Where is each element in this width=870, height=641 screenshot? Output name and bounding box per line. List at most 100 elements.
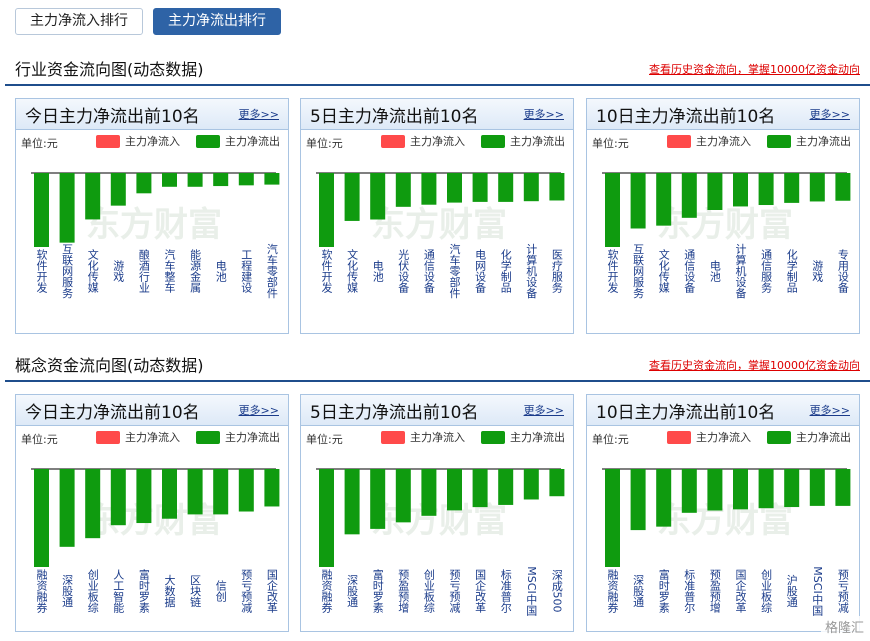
legend-outflow: 主力净流出 <box>767 133 851 149</box>
category-label: 人工智能 <box>112 569 125 614</box>
outflow-swatch <box>481 430 505 444</box>
corner-watermark: 格隆汇 <box>820 616 868 637</box>
category-label: 化学制品 <box>785 248 798 293</box>
category-label: 酿酒行业 <box>137 248 150 293</box>
bar-8 <box>213 173 229 187</box>
bar-7 <box>187 173 203 187</box>
category-label: 计算机设备 <box>525 243 538 299</box>
unit-label: 单位:元 <box>306 137 343 150</box>
outflow-bar-chart: 软件开发 文化传媒 电池 光伏设备 通信设备 汽车零部件 电网设备 化学制品 计算机设备 医疗服务 <box>316 172 565 299</box>
inflow-swatch <box>381 134 405 148</box>
chart-legend: 单位:元 主力净流入 主力净流出 <box>21 429 283 446</box>
category-label: 通信设备 <box>422 249 435 294</box>
category-label: 深成500 <box>550 569 563 612</box>
category-label: 深股通 <box>346 574 359 607</box>
category-label: 电池 <box>371 260 384 282</box>
category-label: 汽车零部件 <box>265 242 278 299</box>
chart-legend: 单位:元 主力净流入 主力净流出 <box>592 429 854 446</box>
unit-label: 单位:元 <box>21 137 58 150</box>
inflow-swatch <box>381 430 405 444</box>
category-label: 融资融券 <box>320 569 333 613</box>
category-label: 富时罗素 <box>371 568 384 613</box>
category-label: 深股通 <box>61 574 74 607</box>
bar-5 <box>136 173 152 194</box>
bar-10 <box>835 173 851 201</box>
category-label: 软件开发 <box>606 248 619 294</box>
history-flow-link[interactable]: 查看历史资金流向，掌握10000亿资金动向 <box>649 63 860 76</box>
bar-7 <box>758 173 774 206</box>
legend-inflow-label: 主力净流入 <box>410 135 465 148</box>
more-link[interactable]: 更多>> <box>238 404 279 417</box>
bar-9 <box>238 469 254 512</box>
bar-4 <box>395 173 411 207</box>
bar-7 <box>472 173 488 202</box>
brand-watermark: 东方财富 <box>371 205 507 245</box>
category-label: 计算机设备 <box>734 243 747 299</box>
category-label: 大数据 <box>163 573 176 608</box>
category-label: 能源金属 <box>189 248 202 294</box>
category-label: 融资融券 <box>35 569 48 613</box>
category-label: 互联网服务 <box>632 244 645 299</box>
brand-watermark: 东方财富 <box>86 205 222 245</box>
category-label: 深股通 <box>632 574 645 607</box>
industry-section-header: 行业资金流向图(动态数据) 查看历史资金流向，掌握10000亿资金动向 <box>15 56 870 84</box>
chart-legend: 单位:元 主力净流入 主力净流出 <box>306 133 568 150</box>
history-flow-link[interactable]: 查看历史资金流向，掌握10000亿资金动向 <box>649 359 860 372</box>
category-label: 创业板综 <box>86 569 99 614</box>
more-link[interactable]: 更多>> <box>238 108 279 121</box>
category-label: 文化传媒 <box>657 248 670 294</box>
more-link[interactable]: 更多>> <box>523 108 564 121</box>
more-link[interactable]: 更多>> <box>523 404 564 417</box>
category-label: 游戏 <box>811 260 824 283</box>
bar-1 <box>605 469 620 567</box>
bar-6 <box>447 469 462 511</box>
category-label: 医疗服务 <box>550 249 563 293</box>
bar-9 <box>809 469 825 506</box>
legend-inflow-label: 主力净流入 <box>410 431 465 444</box>
legend-inflow-label: 主力净流入 <box>125 135 180 148</box>
panel-title: 5日主力净流出前10名 <box>310 107 479 127</box>
bar-4 <box>681 173 697 218</box>
category-label: 融资融券 <box>606 569 619 613</box>
bar-5 <box>421 173 437 205</box>
legend-outflow-label: 主力净流出 <box>225 135 280 148</box>
bar-8 <box>498 173 514 202</box>
category-label: 国企改革 <box>734 569 747 613</box>
flow-chart-panel: 5日主力净流出前10名 更多>> 单位:元 主力净流入 主力净流出 东方财富 软件开发 文化传… <box>300 98 574 334</box>
unit-label: 单位:元 <box>592 137 629 150</box>
tab-net-outflow-ranking[interactable]: 主力净流出排行 <box>153 8 281 35</box>
outflow-bar-chart: 融资融券 深股通 富时罗素 标准普尔 预盈预增 国企改革 创业板综 沪股通 MSCI中国 预亏预减 <box>602 468 851 616</box>
bar-3 <box>370 173 386 220</box>
panel-header: 今日主力净流出前10名 更多>> <box>16 99 288 130</box>
legend-inflow-label: 主力净流入 <box>125 431 180 444</box>
unit-label: 单位:元 <box>592 433 629 446</box>
category-label: 通信服务 <box>760 249 773 293</box>
tab-net-inflow-ranking[interactable]: 主力净流入排行 <box>15 8 143 35</box>
bar-9 <box>523 173 539 202</box>
category-label: 沪股通 <box>785 573 798 607</box>
panel-header: 10日主力净流出前10名 更多>> <box>587 395 859 426</box>
more-link[interactable]: 更多>> <box>809 108 850 121</box>
flow-chart-panel: 今日主力净流出前10名 更多>> 单位:元 主力净流入 主力净流出东方财富 软件开发 互联网… <box>15 98 289 334</box>
panel-header: 5日主力净流出前10名 更多>> <box>301 395 573 426</box>
category-label: 预亏预减 <box>836 569 849 614</box>
more-link[interactable]: 更多>> <box>809 404 850 417</box>
category-label: 软件开发 <box>35 248 48 294</box>
bar-8 <box>784 173 800 203</box>
legend-inflow-label: 主力净流入 <box>696 431 751 444</box>
bar-6 <box>733 173 748 207</box>
bar-2 <box>59 173 75 243</box>
bar-6 <box>162 469 177 519</box>
outflow-bar-chart: 软件开发 互联网服务 文化传媒 游戏 酿酒行业 汽车整车 能源金属 电池 工程建设 汽车零部件 <box>31 172 280 299</box>
category-label: 汽车整车 <box>163 248 176 294</box>
category-label: 标准普尔 <box>499 568 512 613</box>
bar-10 <box>264 469 280 507</box>
bar-1 <box>605 173 620 247</box>
legend-outflow: 主力净流出 <box>196 429 280 445</box>
panel-title: 5日主力净流出前10名 <box>310 403 479 423</box>
bar-5 <box>136 469 152 524</box>
bar-6 <box>733 469 748 510</box>
inflow-swatch <box>667 430 691 444</box>
category-label: 文化传媒 <box>346 248 359 294</box>
outflow-swatch <box>767 134 791 148</box>
